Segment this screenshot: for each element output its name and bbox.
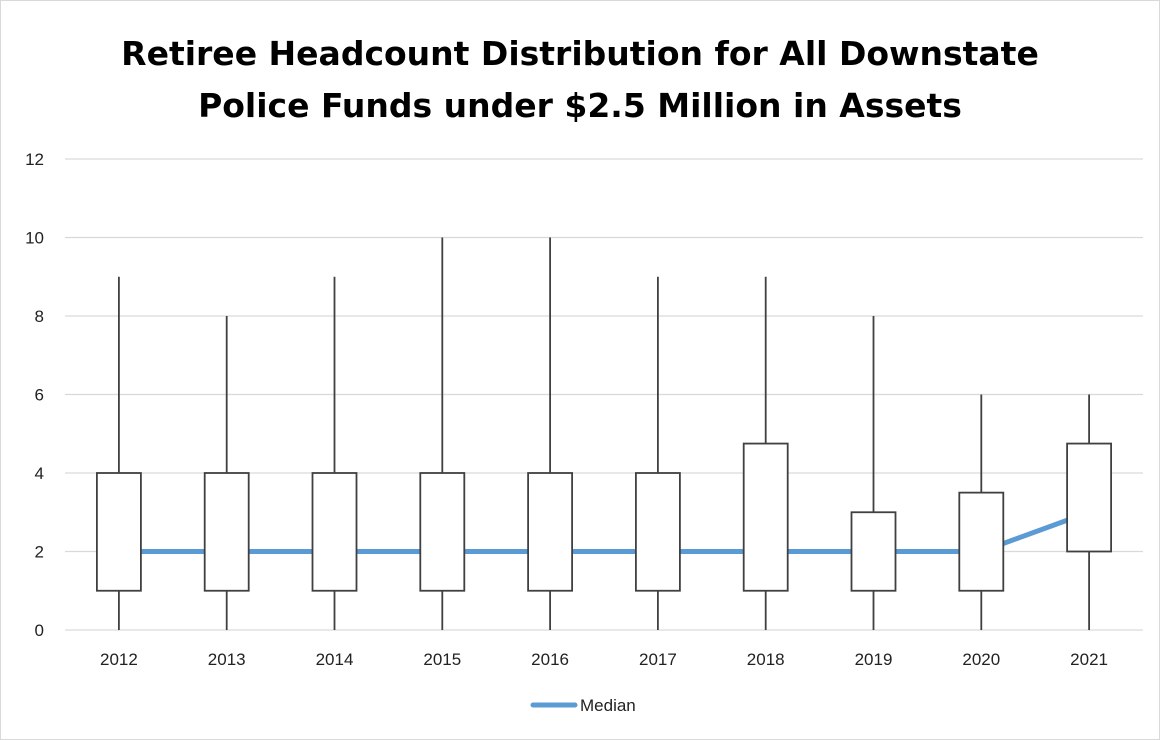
y-tick-label: 6: [35, 386, 44, 405]
median-line: [116, 509, 1092, 554]
x-tick-label: 2013: [208, 650, 246, 669]
chart-title-line2: Police Funds under $2.5 Million in Asset…: [198, 86, 962, 125]
x-tick-label: 2021: [1070, 650, 1108, 669]
x-tick-label: 2015: [423, 650, 461, 669]
y-tick-label: 2: [35, 543, 44, 562]
iqr-box: [527, 472, 573, 592]
iqr-box: [850, 511, 897, 592]
box-2012: [96, 276, 142, 630]
x-tick-label: 2018: [747, 650, 785, 669]
iqr-box: [96, 472, 142, 592]
x-tick-label: 2012: [100, 650, 138, 669]
box-2019: [850, 316, 897, 630]
iqr-box: [958, 491, 1005, 592]
chart-title-line1: Retiree Headcount Distribution for All D…: [121, 34, 1039, 73]
x-tick-label: 2016: [531, 650, 569, 669]
iqr-box: [419, 472, 466, 592]
boxes: [96, 237, 1112, 630]
x-tick-label: 2020: [962, 650, 1000, 669]
y-tick-label: 8: [35, 307, 44, 326]
box-2018: [742, 276, 789, 630]
iqr-box: [1066, 442, 1112, 553]
iqr-box: [203, 472, 250, 592]
x-tick-label: 2019: [855, 650, 893, 669]
box-2020: [958, 394, 1005, 630]
legend-label-median: Median: [580, 696, 636, 715]
legend: Median: [530, 696, 636, 715]
box-2013: [203, 316, 250, 630]
box-2021: [1066, 394, 1112, 630]
iqr-box: [742, 442, 789, 592]
box-2017: [635, 276, 681, 630]
box-2015: [419, 237, 466, 630]
box-2016: [527, 237, 573, 630]
iqr-box: [635, 472, 681, 592]
iqr-box: [311, 472, 358, 592]
x-tick-label: 2017: [639, 650, 677, 669]
x-tick-label: 2014: [316, 650, 354, 669]
x-axis-ticks: 2012 2013 2014 2015 2016 2017 2018 2019 2020 2021: [100, 650, 1108, 669]
box-2014: [311, 276, 358, 630]
y-axis-ticks: 0 2 4 6 8 10 12: [25, 150, 44, 640]
y-tick-label: 4: [35, 464, 44, 483]
y-tick-label: 12: [25, 150, 44, 169]
y-tick-label: 10: [25, 229, 44, 248]
median-series-line: [116, 509, 1092, 554]
chart-title: Retiree Headcount Distribution for All D…: [0, 28, 1160, 132]
y-tick-label: 0: [35, 621, 44, 640]
